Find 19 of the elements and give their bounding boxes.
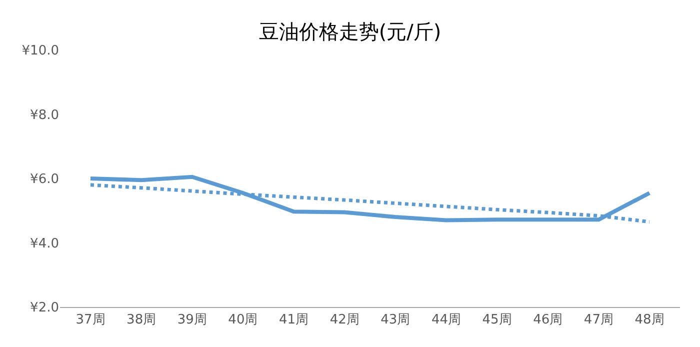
x-tick-label: 39周 (177, 312, 207, 328)
x-tick-label: 44周 (431, 312, 462, 328)
y-tick-label: ¥6.0 (30, 172, 59, 188)
y-tick-label: ¥10.0 (22, 44, 59, 59)
x-tick-label: 41周 (278, 312, 309, 328)
y-tick-label: ¥8.0 (30, 108, 59, 123)
x-tick-label: 38周 (126, 312, 156, 328)
x-tick-label: 40周 (228, 312, 258, 328)
y-tick-label: ¥2.0 (30, 300, 59, 316)
x-tick-label: 47周 (584, 312, 614, 328)
x-tick-label: 37周 (76, 312, 106, 328)
y-tick-label: ¥4.0 (30, 236, 59, 252)
x-tick-label: 43周 (380, 312, 410, 328)
line-series (88, 174, 652, 222)
chart-title: 豆油价格走势(元/斤) (258, 19, 442, 44)
x-tick-label: 42周 (330, 312, 360, 328)
x-tick-label: 45周 (482, 312, 512, 328)
x-tick-label: 46周 (533, 312, 563, 328)
x-tick-label: 48周 (634, 312, 664, 328)
